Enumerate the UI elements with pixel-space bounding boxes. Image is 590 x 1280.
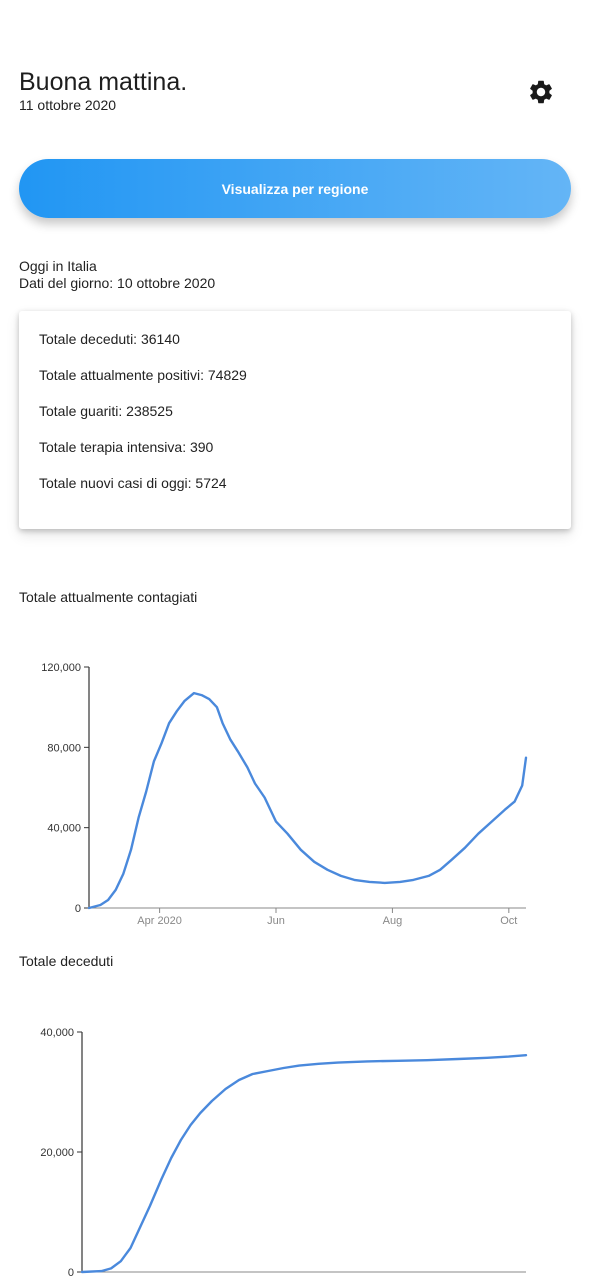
stat-deaths: Totale deceduti: 36140	[39, 331, 180, 347]
chart2-y-tick-label: 0	[68, 1267, 74, 1279]
chart2-y-tick-label: 40,000	[40, 1027, 74, 1039]
chart2-y-tick-label: 20,000	[40, 1147, 74, 1159]
chart1-x-tick-label: Jun	[267, 915, 285, 927]
deaths-chart: 0 20,000 40,000	[40, 1027, 528, 1279]
stat-recovered: Totale guariti: 238525	[39, 403, 173, 419]
stat-active-positive: Totale attualmente positivi: 74829	[39, 367, 247, 383]
stat-new-cases: Totale nuovi casi di oggi: 5724	[39, 475, 227, 491]
chart1-x-tick-label: Apr 2020	[137, 915, 182, 927]
chart1-y-tick-label: 0	[75, 903, 81, 915]
greeting-title: Buona mattina.	[19, 68, 188, 96]
chart1-title: Totale attualmente contagiati	[19, 589, 198, 605]
chart2-series-line	[80, 1054, 528, 1274]
view-by-region-label: Visualizza per regione	[221, 180, 369, 197]
chart1-x-tick-label: Aug	[383, 915, 403, 927]
today-title: Oggi in Italia	[19, 258, 97, 274]
active-cases-chart: 0 40,000 80,000 120,000 Apr 2020 Jun Aug Oct	[41, 662, 528, 927]
view-by-region-button[interactable]: Visualizza per regione	[19, 159, 571, 218]
chart1-y-tick-label: 40,000	[47, 823, 81, 835]
chart1-y-tick-label: 80,000	[47, 742, 81, 754]
chart1-y-tick-label: 120,000	[41, 662, 81, 674]
gear-icon[interactable]	[527, 78, 555, 106]
stats-card: Totale deceduti: 36140 Totale attualment…	[19, 311, 571, 529]
today-subtitle: Dati del giorno: 10 ottobre 2020	[19, 275, 216, 291]
current-date: 11 ottobre 2020	[19, 97, 117, 113]
chart1-series-line	[87, 691, 528, 910]
chart2-title: Totale deceduti	[19, 953, 114, 969]
stat-intensive-care: Totale terapia intensiva: 390	[39, 439, 214, 455]
chart1-x-tick-label: Oct	[500, 915, 517, 927]
